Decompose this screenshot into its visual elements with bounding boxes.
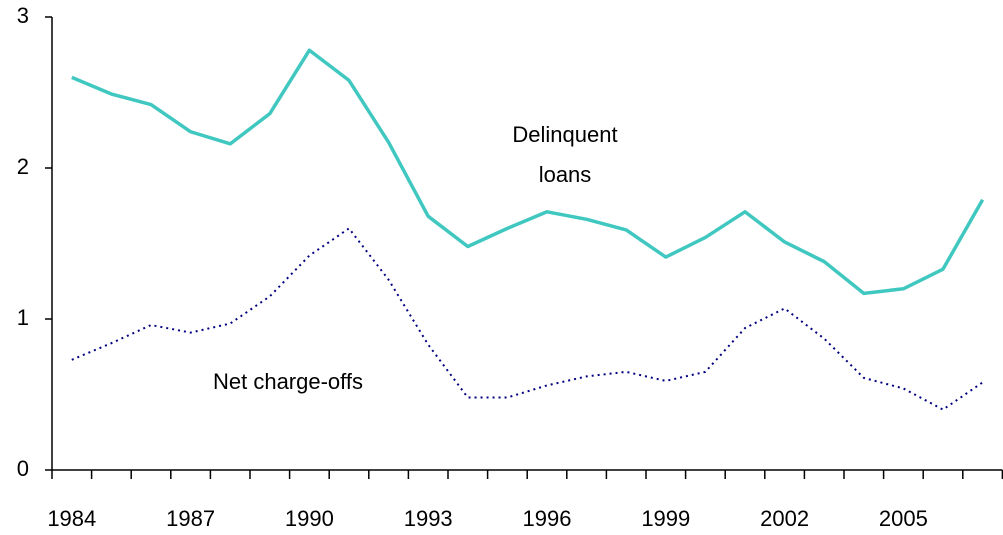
- x-tick-label: 1996: [523, 506, 572, 531]
- line-series: [71, 48, 985, 296]
- x-tick-label: 1990: [285, 506, 334, 531]
- x-tick-label: 2005: [879, 506, 928, 531]
- y-tick-label: 3: [17, 3, 29, 28]
- x-tick-label: 1984: [47, 506, 96, 531]
- x-tick-label: 1993: [404, 506, 453, 531]
- x-tick-label: 1987: [166, 506, 215, 531]
- x-tick-label: 2002: [760, 506, 809, 531]
- y-tick-label: 1: [17, 305, 29, 330]
- y-tick-label: 2: [17, 154, 29, 179]
- line-series: [71, 227, 984, 411]
- y-tick-label: 0: [17, 456, 29, 481]
- annotation: loans: [539, 162, 592, 187]
- annotation: Net charge-offs: [213, 369, 363, 394]
- annotation: Delinquent: [512, 122, 617, 147]
- x-tick-label: 1999: [641, 506, 690, 531]
